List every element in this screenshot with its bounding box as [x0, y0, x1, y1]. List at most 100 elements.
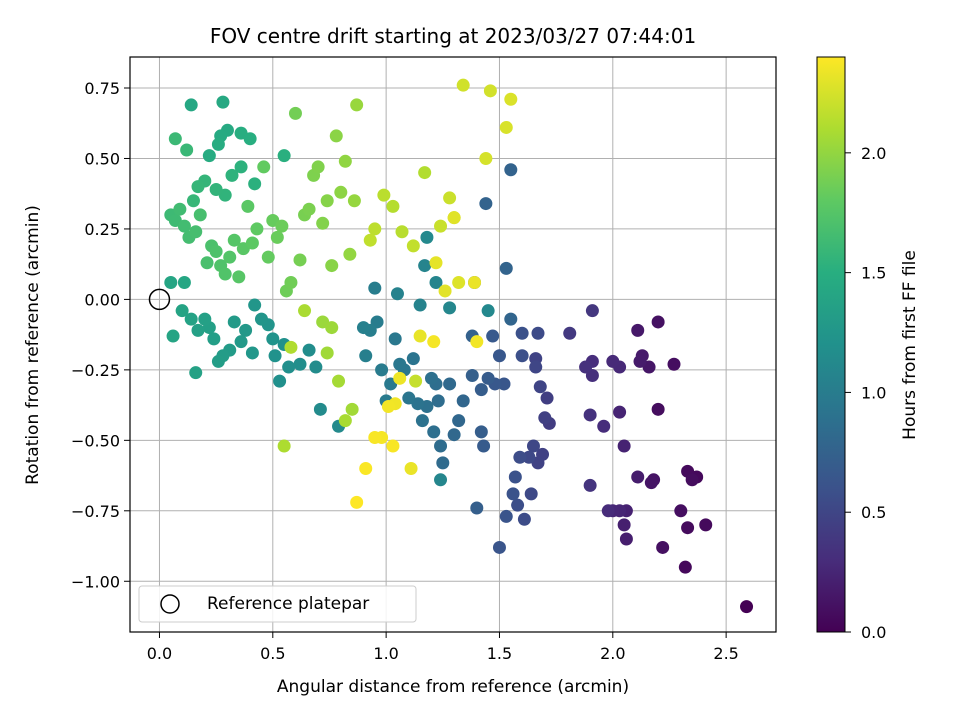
- scatter-point: [198, 312, 212, 326]
- scatter-point: [406, 239, 420, 253]
- scatter-point: [651, 315, 665, 329]
- scatter-point: [504, 312, 518, 326]
- scatter-point: [434, 473, 448, 487]
- colorbar-gradient: [816, 56, 846, 633]
- scatter-point: [633, 354, 647, 368]
- y-tick-label: 0.00: [84, 290, 120, 309]
- scatter-point: [277, 149, 291, 163]
- scatter-point: [245, 236, 259, 250]
- scatter-point: [427, 425, 441, 439]
- scatter-point: [275, 219, 289, 233]
- scatter-point: [270, 230, 284, 244]
- scatter-point: [302, 343, 316, 357]
- scatter-point: [234, 160, 248, 174]
- scatter-point: [227, 233, 241, 247]
- y-tick-label: −1.00: [71, 572, 120, 591]
- scatter-point: [474, 383, 488, 397]
- scatter-point: [497, 377, 511, 391]
- scatter-point: [651, 402, 665, 416]
- scatter-point: [429, 275, 443, 289]
- scatter-point: [538, 411, 552, 425]
- scatter-point: [504, 163, 518, 177]
- scatter-point: [191, 180, 205, 194]
- colorbar-label: Hours from first FF file: [900, 250, 920, 440]
- scatter-point: [506, 487, 520, 501]
- scatter-point: [617, 518, 631, 532]
- scatter-point: [325, 259, 339, 273]
- scatter-point: [288, 106, 302, 120]
- scatter-point: [438, 284, 452, 298]
- scatter-point: [241, 199, 255, 213]
- scatter-point: [223, 250, 237, 264]
- scatter-point: [606, 354, 620, 368]
- scatter-point: [234, 335, 248, 349]
- scatter-point: [186, 194, 200, 208]
- scatter-point: [302, 202, 316, 216]
- scatter-point: [338, 414, 352, 428]
- scatter-point: [517, 512, 531, 526]
- scatter-point: [699, 518, 713, 532]
- scatter-point: [232, 270, 246, 284]
- scatter-point: [481, 304, 495, 318]
- scatter-point: [452, 414, 466, 428]
- scatter-point: [499, 509, 513, 523]
- scatter-point: [402, 391, 416, 405]
- y-axis-ticks: −1.00 −0.75 −0.50 −0.25 0.00 0.25 0.50 0.75: [71, 79, 130, 591]
- y-tick-label: 0.50: [84, 149, 120, 168]
- scatter-point: [619, 532, 633, 546]
- scatter-point: [456, 394, 470, 408]
- scatter-point: [309, 360, 323, 374]
- scatter-point: [583, 408, 597, 422]
- scatter-point: [184, 312, 198, 326]
- scatter-point: [631, 470, 645, 484]
- colorbar-ticks: 0.0 0.5 1.0 1.5 2.0: [845, 144, 886, 642]
- y-tick-label: −0.50: [71, 431, 120, 450]
- scatter-point: [209, 244, 223, 258]
- scatter-point: [644, 476, 658, 490]
- scatter-point: [345, 402, 359, 416]
- scatter-point: [499, 261, 513, 275]
- scatter-point: [413, 329, 427, 343]
- scatter-point: [164, 275, 178, 289]
- scatter-point: [343, 247, 357, 261]
- colorbar-tick-label: 1.0: [861, 383, 886, 402]
- scatter-point: [211, 354, 225, 368]
- scatter-point: [685, 473, 699, 487]
- scatter-point: [390, 287, 404, 301]
- x-axis-ticks: 0.0 0.5 1.0 1.5 2.0 2.5: [147, 632, 739, 663]
- scatter-point: [350, 495, 364, 509]
- colorbar-tick-label: 0.5: [861, 503, 886, 522]
- scatter-point: [268, 349, 282, 363]
- scatter-point: [332, 374, 346, 388]
- scatter-point: [334, 185, 348, 199]
- colorbar-tick-label: 2.0: [861, 144, 886, 163]
- scatter-point: [368, 431, 382, 445]
- legend-marker: [160, 594, 180, 614]
- scatter-point: [443, 301, 457, 315]
- scatter-point: [492, 349, 506, 363]
- scatter-point: [681, 521, 695, 535]
- scatter-point: [211, 137, 225, 151]
- scatter-point: [415, 414, 429, 428]
- scatter-point: [329, 129, 343, 143]
- legend-entry-label: Reference platepar: [207, 594, 369, 614]
- scatter-point: [452, 275, 466, 289]
- y-tick-label: −0.75: [71, 502, 120, 521]
- scatter-point: [436, 456, 450, 470]
- scatter-point: [225, 168, 239, 182]
- scatter-point: [583, 478, 597, 492]
- scatter-point: [200, 256, 214, 270]
- scatter-point: [320, 194, 334, 208]
- scatter-point: [508, 470, 522, 484]
- scatter-point: [386, 199, 400, 213]
- scatter-point: [284, 340, 298, 354]
- scatter-point: [601, 504, 615, 518]
- scatter-point: [479, 151, 493, 165]
- scatter-point: [257, 160, 271, 174]
- scatter-point: [218, 267, 232, 281]
- scatter-point: [189, 225, 203, 239]
- colorbar-tick-label: 0.0: [861, 623, 886, 642]
- scatter-point: [254, 312, 268, 326]
- y-tick-label: −0.25: [71, 361, 120, 380]
